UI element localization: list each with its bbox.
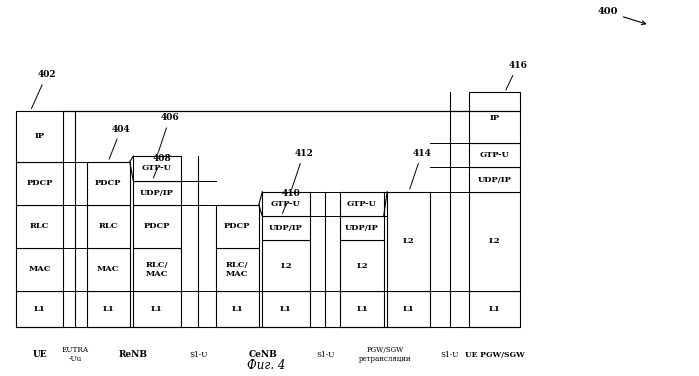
Text: GTP-U: GTP-U: [347, 200, 377, 208]
Text: RLC: RLC: [99, 222, 118, 230]
Bar: [134, 205, 180, 248]
Bar: [16, 111, 64, 162]
Text: L1: L1: [356, 305, 368, 313]
Text: 408: 408: [152, 153, 171, 178]
Text: RLC/
MAC: RLC/ MAC: [226, 261, 248, 278]
Text: 406: 406: [158, 114, 179, 153]
Bar: [16, 205, 64, 248]
Text: UDP/IP: UDP/IP: [269, 224, 303, 232]
Text: CeNB: CeNB: [248, 350, 277, 359]
Bar: [470, 143, 520, 167]
Text: UDP/IP: UDP/IP: [140, 189, 174, 197]
Text: 416: 416: [506, 61, 527, 90]
Text: L1: L1: [102, 305, 114, 313]
Bar: [134, 248, 180, 291]
Bar: [262, 192, 310, 216]
Text: IP: IP: [35, 132, 45, 141]
Bar: [340, 291, 384, 327]
Text: UDP/IP: UDP/IP: [477, 176, 512, 183]
Text: L2: L2: [356, 262, 368, 270]
Text: 412: 412: [291, 149, 313, 189]
Bar: [262, 216, 310, 240]
Text: GTP-U: GTP-U: [271, 200, 301, 208]
Text: L1: L1: [403, 305, 415, 313]
Bar: [470, 167, 520, 192]
Bar: [215, 248, 259, 291]
Text: GTP-U: GTP-U: [480, 151, 510, 159]
Bar: [87, 205, 130, 248]
Text: L1: L1: [34, 305, 45, 313]
Text: UE: UE: [32, 350, 47, 359]
Bar: [215, 205, 259, 248]
Text: PDCP: PDCP: [27, 179, 53, 187]
Text: 410: 410: [281, 189, 300, 214]
Text: ReNB: ReNB: [119, 350, 148, 359]
Bar: [134, 291, 180, 327]
Bar: [340, 192, 384, 216]
Text: GTP-U: GTP-U: [142, 164, 172, 172]
Text: 400: 400: [598, 8, 646, 24]
Text: L2: L2: [489, 237, 500, 246]
Text: IP: IP: [489, 114, 500, 122]
Text: UDP/IP: UDP/IP: [345, 224, 379, 232]
Bar: [340, 216, 384, 240]
Text: L2: L2: [280, 262, 291, 270]
Text: RLC/
MAC: RLC/ MAC: [145, 261, 168, 278]
Text: PGW/SGW
ретрансляции: PGW/SGW ретрансляции: [359, 346, 412, 363]
Bar: [470, 291, 520, 327]
Bar: [387, 192, 431, 291]
Bar: [134, 156, 180, 180]
Text: 404: 404: [109, 125, 130, 159]
Bar: [87, 291, 130, 327]
Bar: [340, 240, 384, 291]
Bar: [16, 291, 64, 327]
Text: PDCP: PDCP: [144, 222, 171, 230]
Text: L1: L1: [151, 305, 163, 313]
Text: L1: L1: [231, 305, 243, 313]
Text: L1: L1: [280, 305, 292, 313]
Text: EUTRA
-Uu: EUTRA -Uu: [62, 346, 89, 363]
Text: L2: L2: [403, 237, 415, 246]
Bar: [387, 291, 431, 327]
Bar: [470, 92, 520, 143]
Bar: [16, 248, 64, 291]
Bar: [134, 180, 180, 205]
Text: 402: 402: [31, 70, 56, 109]
Bar: [87, 248, 130, 291]
Text: L1: L1: [489, 305, 500, 313]
Text: S1-U: S1-U: [441, 351, 459, 359]
Bar: [262, 240, 310, 291]
Text: UE PGW/SGW: UE PGW/SGW: [465, 351, 524, 359]
Text: S1-U: S1-U: [189, 351, 208, 359]
Text: Фиг. 4: Фиг. 4: [247, 359, 285, 371]
Bar: [470, 192, 520, 291]
Text: 414: 414: [410, 149, 431, 189]
Bar: [87, 162, 130, 205]
Text: PDCP: PDCP: [224, 222, 250, 230]
Bar: [16, 162, 64, 205]
Text: RLC: RLC: [30, 222, 50, 230]
Text: PDCP: PDCP: [95, 179, 122, 187]
Text: S1-U: S1-U: [316, 351, 334, 359]
Text: MAC: MAC: [97, 265, 120, 273]
Text: MAC: MAC: [29, 265, 51, 273]
Bar: [262, 291, 310, 327]
Bar: [215, 291, 259, 327]
